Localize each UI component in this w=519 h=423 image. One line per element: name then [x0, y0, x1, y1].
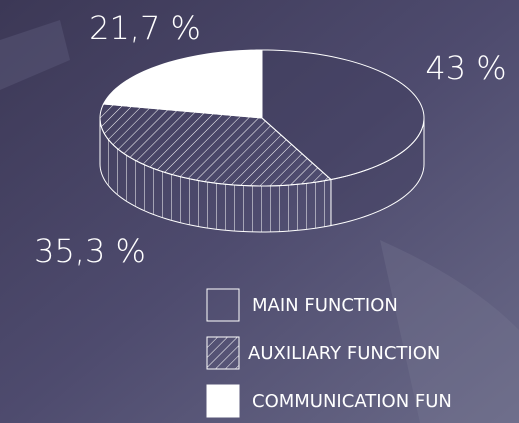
slice-label: 21,7 %	[89, 9, 201, 47]
legend-label: COMMUNICATION FUN	[252, 391, 452, 412]
legend-label: MAIN FUNCTION	[252, 295, 398, 316]
chart: 43 % 35,3 % 21,7 % MAIN FUNCTION AUXILIARY F…	[0, 0, 519, 423]
slice-label: 35,3 %	[34, 232, 146, 270]
legend-swatch	[207, 337, 239, 369]
legend-label: AUXILIARY FUNCTION	[248, 343, 440, 364]
legend-swatch	[207, 385, 239, 417]
slice-label: 43 %	[425, 49, 506, 87]
page: 43 % 35,3 % 21,7 % MAIN FUNCTION AUXILIARY F…	[0, 0, 519, 423]
